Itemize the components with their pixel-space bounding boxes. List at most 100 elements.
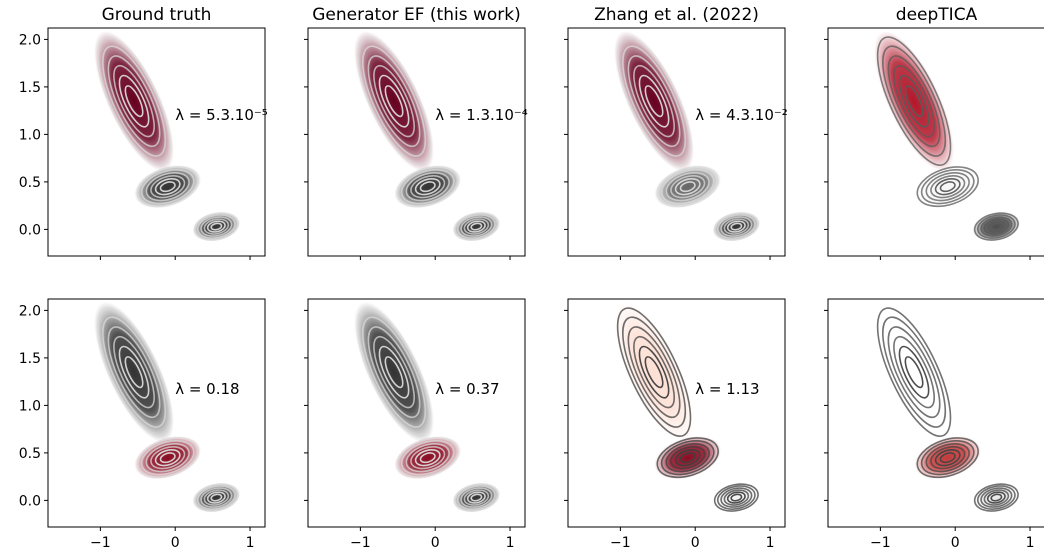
contour-line-A (882, 45, 947, 157)
density-basin-B (394, 436, 462, 480)
contour-line-A (367, 326, 421, 419)
contour-line-A (644, 356, 664, 389)
contour-line-B (670, 445, 706, 470)
contour-line-A (887, 326, 941, 419)
contour-line-C (976, 214, 1016, 239)
contour-line-B (660, 169, 715, 205)
contour-line-B (939, 452, 956, 464)
lambda-label: λ = 1.13 (695, 380, 759, 398)
contour-line-B (405, 172, 450, 202)
contour-line-C (983, 489, 1010, 506)
x-tick-label: −1 (90, 535, 111, 551)
y-tick-label: 0.0 (19, 493, 41, 509)
contour-line-B (136, 437, 199, 479)
contour-line-B (656, 166, 719, 208)
panel-r2-c3: λ = 1.13 −1 0 1 (564, 298, 786, 551)
density-basin-B (914, 436, 982, 480)
density-basin-B (394, 165, 462, 209)
contour-line-A (904, 356, 924, 389)
x-tick-label: −1 (610, 535, 631, 551)
contour-line-A (362, 316, 427, 428)
contour-line-B (150, 174, 186, 199)
contour-line-B (154, 448, 181, 467)
contour-line-B (679, 452, 696, 464)
x-tick-label: 1 (1026, 535, 1035, 551)
contour-line-A (96, 307, 172, 438)
contour-line-A (622, 45, 687, 157)
contour-line-A (378, 345, 410, 399)
contour-line-C (453, 483, 499, 512)
contour-line-B (656, 437, 719, 479)
contour-line-C (203, 218, 230, 235)
contour-line-C (986, 491, 1006, 504)
density-basin-A (874, 301, 954, 443)
contour-line-A (622, 316, 687, 428)
contour-line-C (973, 483, 1019, 512)
contour-line-C (456, 214, 496, 239)
contour-line-A (118, 345, 150, 399)
contour-line-B (400, 169, 455, 205)
contour-line-C (196, 485, 236, 510)
contour-line-B (410, 174, 446, 199)
contour-line-C (973, 212, 1019, 241)
contour-line-A (102, 45, 167, 157)
lambda-label: λ = 5.3.10⁻⁵ (175, 106, 268, 124)
contour-line-B (916, 437, 979, 479)
contour-line-C (470, 493, 483, 502)
contour-line-B (154, 177, 181, 196)
contour-line-C (983, 218, 1010, 235)
contour-line-B (939, 181, 956, 193)
contour-line-B (925, 172, 970, 202)
lambda-label: λ = 1.3.10⁻⁴ (435, 106, 528, 124)
contour-line-B (145, 172, 190, 202)
contour-line-B (925, 443, 970, 473)
contour-line-C (713, 212, 759, 241)
contour-line-B (150, 445, 186, 470)
contour-line-B (136, 166, 199, 208)
contour-line-A (898, 345, 930, 399)
contour-line-B (159, 181, 176, 193)
contour-line-C (460, 216, 493, 237)
contour-line-B (419, 181, 436, 193)
contour-line-A (356, 36, 432, 167)
contour-line-B (934, 448, 961, 467)
contour-line-C (726, 491, 746, 504)
density-basin-A (874, 30, 954, 172)
contour-line-A (627, 326, 681, 419)
axes-frame (567, 298, 786, 528)
contour-line-C (720, 487, 753, 508)
contour-line-B (405, 443, 450, 473)
contour-line-C (730, 493, 743, 502)
x-tick-label: −1 (870, 535, 891, 551)
contour-line-C (200, 487, 233, 508)
column-title-4: deepTICA (896, 5, 978, 25)
contour-line-B (930, 445, 966, 470)
contour-line-C (206, 220, 226, 233)
contour-line-A (102, 316, 167, 428)
contour-line-B (410, 445, 446, 470)
contour-line-B (414, 177, 441, 196)
contour-line-C (453, 212, 499, 241)
contour-line-C (723, 218, 750, 235)
panel-r1-c4 (824, 27, 1044, 260)
contour-line-C (210, 222, 223, 231)
contour-line-B (396, 166, 459, 208)
contour-line-A (638, 345, 670, 399)
contour-line-A (644, 85, 664, 118)
contour-line-A (356, 307, 432, 438)
contour-line-B (140, 169, 195, 205)
contour-line-C (720, 216, 753, 237)
contour-line-C (730, 222, 743, 231)
x-tick-label: 0 (431, 535, 440, 551)
contour-line-A (378, 74, 410, 128)
contour-line-A (882, 316, 947, 428)
panel-r1-c3: λ = 4.3.10⁻² (564, 27, 788, 260)
contour-line-A (893, 335, 935, 409)
density-basin-B (914, 165, 982, 209)
contour-line-C (990, 493, 1003, 502)
contour-line-C (193, 212, 239, 241)
panel-r2-c1: λ = 0.18 0.0 0.5 1.0 1.5 2.0 −1 0 1 (19, 298, 266, 551)
density-basin-B (654, 436, 722, 480)
contour-line-C (980, 216, 1013, 237)
